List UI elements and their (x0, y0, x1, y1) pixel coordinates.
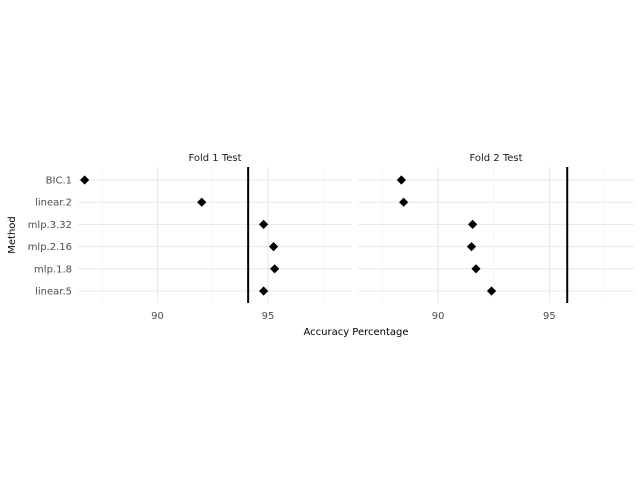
data-point (270, 264, 280, 274)
facet-title: Fold 1 Test (188, 153, 241, 164)
y-tick-label: linear.5 (35, 287, 72, 298)
data-point (471, 264, 481, 274)
x-axis-title: Accuracy Percentage (303, 327, 408, 338)
data-point (259, 286, 269, 296)
x-tick-label: 90 (151, 311, 164, 322)
data-point (259, 219, 269, 229)
x-tick-label: 95 (543, 311, 556, 322)
data-point (466, 242, 477, 252)
y-tick-label: mlp.1.8 (34, 264, 72, 275)
data-point (80, 175, 90, 185)
data-point (468, 219, 478, 229)
data-point (486, 286, 497, 296)
x-tick-label: 90 (432, 311, 445, 322)
y-tick-label: mlp.3.32 (28, 220, 72, 231)
facet-title: Fold 2 Test (469, 153, 522, 164)
y-tick-label: linear.2 (35, 198, 72, 209)
data-point (399, 197, 409, 207)
data-point (197, 197, 207, 207)
x-tick-label: 95 (262, 311, 275, 322)
y-tick-label: mlp.2.16 (28, 242, 72, 253)
data-point (268, 242, 279, 252)
y-tick-label: BIC.1 (46, 176, 72, 187)
data-point (396, 175, 407, 185)
y-axis-title: Method (7, 216, 18, 254)
